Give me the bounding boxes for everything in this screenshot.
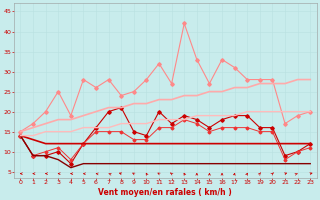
X-axis label: Vent moyen/en rafales ( km/h ): Vent moyen/en rafales ( km/h ): [99, 188, 232, 197]
